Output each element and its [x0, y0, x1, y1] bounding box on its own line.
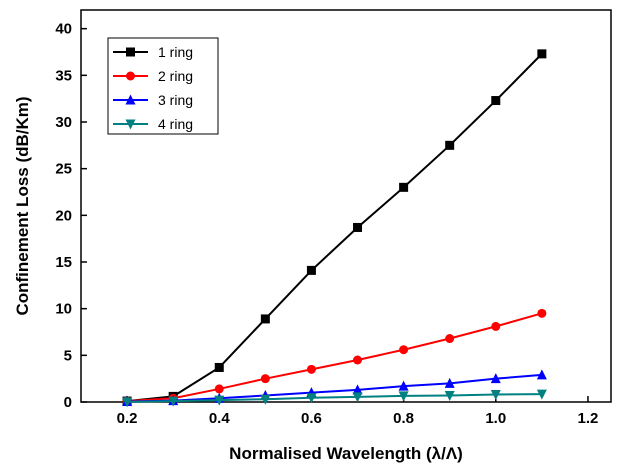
data-point: [168, 396, 179, 407]
data-point: [445, 334, 455, 344]
data-point: [306, 393, 317, 404]
legend: 1 ring 2 ring 3 ring 4 ring: [107, 37, 219, 135]
data-point: [490, 373, 501, 384]
data-point: [398, 391, 409, 402]
data-point: [444, 377, 455, 388]
x-tick-label: 1.2: [578, 410, 599, 427]
data-point: [214, 395, 225, 406]
y-tick-label: 10: [55, 301, 72, 318]
legend-marker: [126, 47, 135, 57]
data-point: [399, 182, 409, 192]
data-point: [352, 384, 363, 395]
data-point: [306, 265, 316, 275]
y-tick-label: 40: [55, 21, 72, 38]
data-point: [445, 140, 455, 150]
legend-entry: 1 ring: [113, 44, 193, 60]
data-point: [537, 49, 547, 59]
data-point: [260, 374, 270, 384]
data-point: [260, 314, 270, 324]
data-point: [444, 390, 455, 401]
x-tick-label: 0.8: [393, 410, 414, 427]
series-line: [127, 393, 542, 403]
data-point: [214, 384, 224, 394]
series-line: [127, 312, 543, 403]
data-point: [491, 96, 501, 106]
data-point: [352, 392, 363, 403]
y-tick-label: 20: [55, 207, 72, 224]
legend-label: 1 ring: [158, 44, 193, 60]
plot-frame: [80, 9, 612, 403]
x-tick-label: 0.6: [301, 410, 322, 427]
legend-marker: [125, 94, 136, 105]
y-tick-label: 35: [55, 67, 72, 84]
data-point: [537, 308, 547, 318]
data-point: [491, 321, 501, 331]
legend-entry: 3 ring: [113, 92, 193, 108]
data-point: [399, 345, 409, 355]
y-axis-title: Confinement Loss (dB/Km): [13, 96, 32, 315]
legend-label: 2 ring: [158, 68, 193, 84]
x-tick-label: 0.4: [209, 410, 231, 427]
data-point: [536, 389, 547, 400]
x-tick-label: 1.0: [485, 410, 506, 427]
legend-label: 3 ring: [158, 92, 193, 108]
legend-entry: 2 ring: [113, 68, 193, 84]
data-point: [306, 364, 316, 374]
legend-marker: [126, 71, 135, 81]
x-axis-title: Normalised Wavelength (λ/Λ): [229, 444, 463, 463]
data-point: [398, 380, 409, 391]
legend-label: 4 ring: [158, 116, 193, 132]
series-4: [122, 389, 547, 408]
series-layer: [122, 49, 547, 408]
data-point: [353, 355, 363, 365]
legend-marker: [125, 119, 136, 130]
legend-entry: 4 ring: [113, 116, 193, 132]
x-tick-label: 0.2: [117, 410, 138, 427]
series-line: [126, 53, 543, 403]
y-tick-label: 25: [55, 161, 72, 178]
y-tick-label: 15: [55, 254, 72, 271]
data-point: [353, 222, 363, 232]
y-tick-label: 30: [55, 114, 72, 131]
data-point: [122, 397, 133, 408]
data-point: [214, 362, 224, 372]
data-point: [260, 394, 271, 405]
y-tick-label: 5: [64, 347, 72, 364]
y-axis-ticks: 0 5 10 15 20 25 30 35 40: [55, 21, 87, 411]
data-point: [490, 390, 501, 401]
series-line: [127, 373, 542, 403]
legend-box: [107, 37, 219, 135]
y-tick-label: 0: [64, 394, 72, 411]
data-point: [536, 369, 547, 380]
